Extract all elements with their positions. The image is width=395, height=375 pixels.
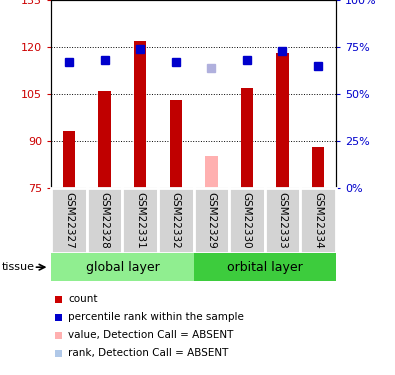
Text: GSM22327: GSM22327 (64, 192, 74, 249)
Bar (63, 131, 75, 188)
Text: GSM22332: GSM22332 (171, 192, 181, 249)
Text: GSM22329: GSM22329 (206, 192, 216, 249)
Text: GSM22333: GSM22333 (277, 192, 288, 249)
Bar (229, 188, 265, 253)
Text: percentile rank within the sample: percentile rank within the sample (68, 312, 244, 322)
Bar (241, 87, 253, 188)
Text: rank, Detection Call = ABSENT: rank, Detection Call = ABSENT (68, 348, 229, 358)
Text: global layer: global layer (86, 261, 159, 274)
Text: tissue: tissue (2, 262, 35, 272)
Bar (122, 188, 158, 253)
Bar (158, 188, 194, 253)
Text: value, Detection Call = ABSENT: value, Detection Call = ABSENT (68, 330, 234, 340)
Bar (51, 188, 87, 253)
Text: GSM22334: GSM22334 (313, 192, 323, 249)
Bar (134, 40, 147, 188)
Text: GSM22331: GSM22331 (135, 192, 145, 249)
Text: GSM22330: GSM22330 (242, 192, 252, 249)
Bar (300, 188, 336, 253)
Bar (51, 253, 194, 281)
Text: GSM22328: GSM22328 (100, 192, 110, 249)
Bar (276, 53, 289, 188)
Bar (87, 188, 122, 253)
Bar (169, 100, 182, 188)
Text: orbital layer: orbital layer (227, 261, 303, 274)
Bar (194, 188, 229, 253)
Bar (312, 147, 324, 188)
Bar (265, 188, 300, 253)
Bar (205, 156, 218, 188)
Text: count: count (68, 294, 98, 304)
Bar (98, 91, 111, 188)
Bar (194, 253, 336, 281)
